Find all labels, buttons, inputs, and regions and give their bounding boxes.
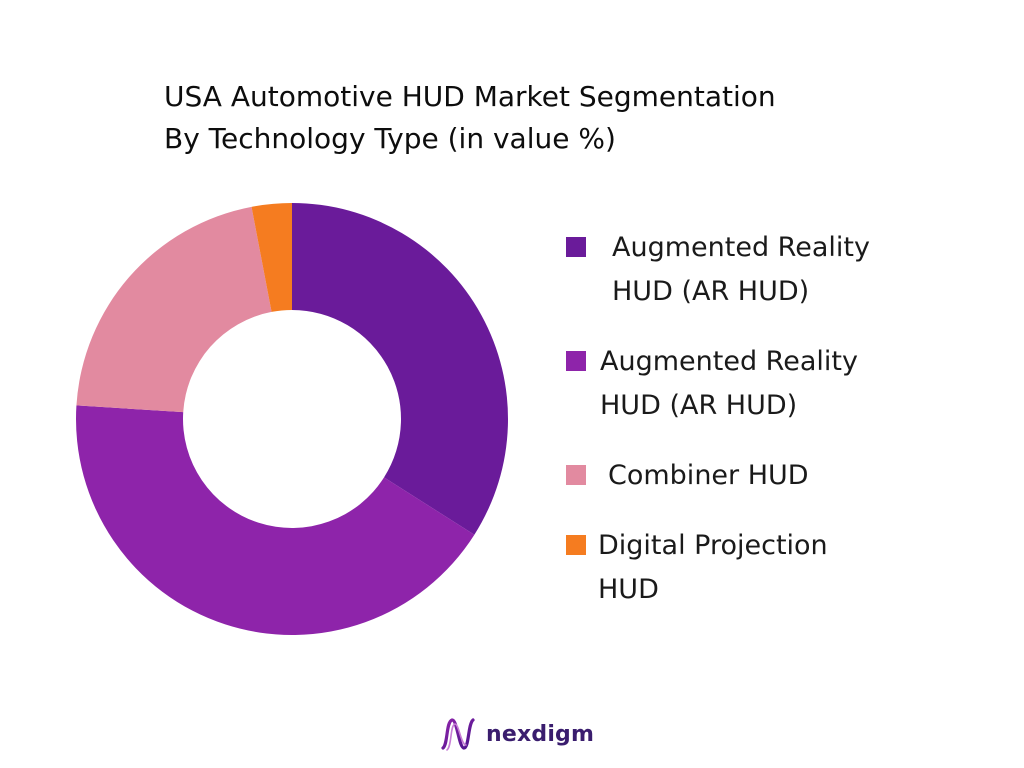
legend-label: Combiner HUD (608, 454, 938, 498)
slice-augmented-reality-hud-2 (75, 405, 475, 635)
legend-item-digital-projection-hud: Digital Projection HUD (566, 524, 928, 612)
slice-augmented-reality-hud-1 (292, 203, 508, 535)
legend-label-line: Digital Projection (598, 530, 828, 561)
nexdigm-wave-icon (441, 718, 475, 751)
chart-title-line-1: USA Automotive HUD Market Segmentation (164, 80, 776, 113)
legend-label-line: Combiner HUD (608, 460, 809, 491)
chart-title-line-2: By Technology Type (in value %) (164, 122, 616, 155)
legend-swatch (566, 535, 586, 555)
legend-label-line: Augmented Reality (612, 232, 870, 263)
legend-label: Augmented Reality HUD (AR HUD) (600, 340, 930, 428)
legend-swatch (566, 465, 586, 485)
legend-label-line: HUD (598, 574, 659, 605)
slice-digital-projection-hud (251, 203, 292, 312)
legend-item-augmented-reality-hud-1: Augmented Reality HUD (AR HUD) (566, 226, 942, 314)
legend-item-augmented-reality-hud-2: Augmented Reality HUD (AR HUD) (566, 340, 930, 428)
legend-item-combiner-hud: Combiner HUD (566, 454, 938, 498)
legend-label: Digital Projection HUD (598, 524, 928, 612)
slice-combiner-hud (76, 206, 272, 413)
brand-name: nexdigm (486, 721, 595, 747)
legend-label-line: HUD (AR HUD) (600, 390, 798, 421)
brand-logo: nexdigm (440, 714, 594, 754)
legend-label-line: Augmented Reality (600, 346, 858, 377)
legend-label-line: HUD (AR HUD) (612, 276, 810, 307)
chart-title: USA Automotive HUD Market Segmentation B… (164, 76, 924, 160)
legend-swatch (566, 351, 586, 371)
legend-swatch (566, 237, 586, 257)
legend-label: Augmented Reality HUD (AR HUD) (612, 226, 942, 314)
